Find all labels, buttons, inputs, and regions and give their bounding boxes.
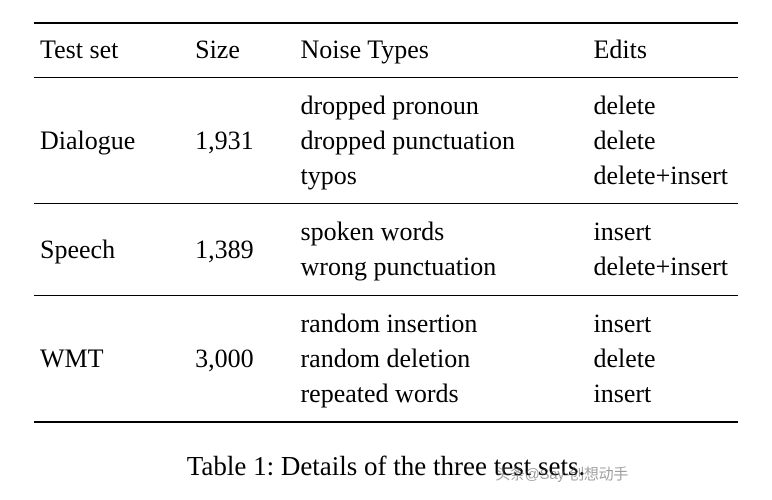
edit-type: delete [594, 123, 729, 158]
cell-test-set: WMT [34, 295, 189, 422]
watermark-text: 头条@Say-创想动手 [495, 463, 628, 484]
noise-type: random deletion [301, 341, 578, 376]
cell-noise-types: dropped pronoun dropped punctuation typo… [295, 78, 588, 204]
noise-type: repeated words [301, 376, 578, 411]
noise-type: typos [301, 158, 578, 193]
noise-type: dropped punctuation [301, 123, 578, 158]
table-header-row: Test set Size Noise Types Edits [34, 23, 738, 78]
col-header-size: Size [189, 23, 294, 78]
test-sets-table: Test set Size Noise Types Edits Dialogue… [34, 22, 738, 423]
edit-type: insert [594, 376, 729, 411]
cell-edits: delete delete delete+insert [588, 78, 739, 204]
table-caption-container: Table 1: Details of the three test sets.… [34, 451, 738, 482]
edit-type: delete+insert [594, 158, 729, 193]
edit-type: insert [594, 306, 729, 341]
noise-type: random insertion [301, 306, 578, 341]
cell-test-set: Dialogue [34, 78, 189, 204]
cell-size: 1,931 [189, 78, 294, 204]
table-row: Dialogue 1,931 dropped pronoun dropped p… [34, 78, 738, 204]
cell-noise-types: spoken words wrong punctuation [295, 204, 588, 295]
table-row: Speech 1,389 spoken words wrong punctuat… [34, 204, 738, 295]
cell-edits: insert delete+insert [588, 204, 739, 295]
noise-type: wrong punctuation [301, 249, 578, 284]
col-header-test-set: Test set [34, 23, 189, 78]
noise-type: spoken words [301, 214, 578, 249]
edit-type: insert [594, 214, 729, 249]
edit-type: delete [594, 341, 729, 376]
cell-edits: insert delete insert [588, 295, 739, 422]
edit-type: delete [594, 88, 729, 123]
cell-size: 1,389 [189, 204, 294, 295]
cell-noise-types: random insertion random deletion repeate… [295, 295, 588, 422]
col-header-noise-types: Noise Types [295, 23, 588, 78]
edit-type: delete+insert [594, 249, 729, 284]
noise-type: dropped pronoun [301, 88, 578, 123]
cell-test-set: Speech [34, 204, 189, 295]
col-header-edits: Edits [588, 23, 739, 78]
table-row: WMT 3,000 random insertion random deleti… [34, 295, 738, 422]
cell-size: 3,000 [189, 295, 294, 422]
